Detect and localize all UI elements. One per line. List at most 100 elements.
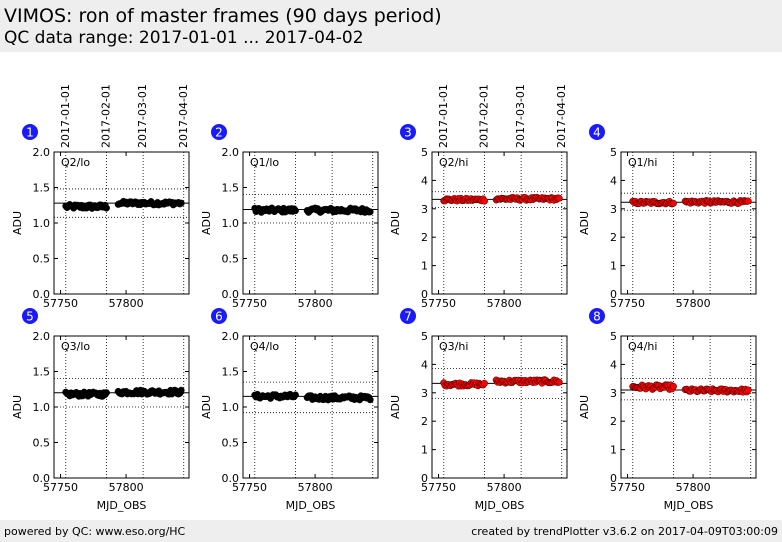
- panel-number: 1: [26, 126, 34, 140]
- chart-panel-7: 0 1 2 3 4 5 57750 57800 ADU MJD_OBS Q3/hi 7: [389, 308, 568, 512]
- y-axis-label: ADU: [389, 395, 402, 419]
- panel-number-badge: [589, 124, 605, 140]
- y-tick-label: 0: [610, 288, 617, 301]
- data-point: [366, 396, 374, 404]
- y-tick-label: 2: [421, 415, 428, 428]
- x-axis-label: MJD_OBS: [286, 499, 336, 512]
- y-tick-label: 4: [610, 358, 617, 371]
- footer-bar: powered by QC: www.eso.org/HC created by…: [0, 520, 782, 542]
- panel-label: Q3/hi: [439, 340, 468, 353]
- y-axis-label: ADU: [11, 211, 24, 235]
- data-point: [480, 197, 488, 205]
- y-tick-label: 2.0: [222, 330, 240, 343]
- y-tick-label: 1: [610, 260, 617, 273]
- x-axis-label: MJD_OBS: [664, 499, 714, 512]
- y-tick-label: 0: [421, 288, 428, 301]
- data-point: [366, 208, 374, 216]
- y-tick-label: 1.5: [222, 366, 240, 379]
- x-tick-label: 57750: [610, 297, 645, 310]
- x-axis-label: MJD_OBS: [475, 499, 525, 512]
- panel-number: 4: [593, 126, 601, 140]
- date-tick-label: 2017-03-01: [136, 84, 149, 148]
- date-tick-label: 2017-02-01: [477, 84, 490, 148]
- y-axis-label: ADU: [578, 211, 591, 235]
- panel-number-badge: [211, 124, 227, 140]
- data-point: [177, 199, 185, 207]
- data-point: [480, 379, 488, 387]
- date-tick-label: 2017-04-01: [177, 84, 190, 148]
- plot-grid: 0.0 0.5 1.0 1.5 2.0 57750 57800 ADU Q2/lo 1 2017-0…: [11, 84, 757, 512]
- x-tick-label: 57750: [610, 481, 645, 494]
- panel-label: Q4/lo: [250, 340, 279, 353]
- chart-panel-1: 0.0 0.5 1.0 1.5 2.0 57750 57800 ADU Q2/lo 1 2017-0…: [11, 84, 190, 310]
- x-tick-label: 57750: [232, 481, 267, 494]
- y-tick-label: 1.0: [33, 401, 51, 414]
- date-tick-label: 2017-02-01: [99, 84, 112, 148]
- y-tick-label: 0: [421, 472, 428, 485]
- y-tick-label: 1.5: [33, 366, 51, 379]
- y-tick-label: 5: [610, 146, 617, 159]
- panel-label: Q2/hi: [439, 156, 468, 169]
- x-tick-label: 57800: [298, 297, 333, 310]
- x-tick-label: 57750: [421, 297, 456, 310]
- y-tick-label: 2: [610, 415, 617, 428]
- y-tick-label: 4: [610, 174, 617, 187]
- y-tick-label: 0.5: [33, 253, 51, 266]
- panel-number: 5: [26, 310, 34, 324]
- x-axis-label: MJD_OBS: [97, 499, 147, 512]
- chart-panel-8: 0 1 2 3 4 5 57750 57800 ADU MJD_OBS Q4/hi 8: [578, 308, 757, 512]
- y-tick-label: 0.0: [33, 472, 51, 485]
- y-tick-label: 4: [421, 358, 428, 371]
- chart-panel-3: 0 1 2 3 4 5 57750 57800 ADU Q2/hi 3 2017-01-01 2017-…: [389, 84, 568, 310]
- y-tick-label: 5: [610, 330, 617, 343]
- panel-label: Q1/hi: [628, 156, 657, 169]
- y-tick-label: 1.5: [33, 182, 51, 195]
- x-tick-label: 57750: [421, 481, 456, 494]
- data-point: [102, 204, 110, 212]
- x-tick-label: 57800: [487, 297, 522, 310]
- panel-number-badge: [400, 308, 416, 324]
- data-point: [669, 382, 677, 390]
- y-tick-label: 3: [421, 203, 428, 216]
- panel-number-badge: [211, 308, 227, 324]
- panel-number-badge: [22, 124, 38, 140]
- chart-panel-2: 0.0 0.5 1.0 1.5 2.0 57750 57800 ADU Q1/lo 2: [200, 124, 379, 310]
- data-point: [555, 194, 563, 202]
- x-tick-label: 57750: [43, 297, 78, 310]
- y-tick-label: 2: [421, 231, 428, 244]
- y-tick-label: 3: [421, 387, 428, 400]
- y-tick-label: 0.0: [222, 288, 240, 301]
- date-tick-label: 2017-04-01: [555, 84, 568, 148]
- plot-frame: [53, 151, 190, 295]
- y-axis-label: ADU: [389, 211, 402, 235]
- panel-label: Q2/lo: [61, 156, 90, 169]
- chart-panel-5: 0.0 0.5 1.0 1.5 2.0 57750 57800 ADU MJD_OBS Q3/lo…: [11, 308, 190, 512]
- data-point: [555, 378, 563, 386]
- panel-label: Q3/lo: [61, 340, 90, 353]
- panel-number: 6: [215, 310, 223, 324]
- y-tick-label: 1.5: [222, 182, 240, 195]
- y-tick-label: 1: [421, 260, 428, 273]
- page-title: VIMOS: ron of master frames (90 days per…: [4, 5, 442, 27]
- data-point: [669, 199, 677, 207]
- y-tick-label: 0.0: [222, 472, 240, 485]
- y-tick-label: 0.5: [222, 253, 240, 266]
- plot-frame: [242, 335, 379, 479]
- panel-number: 3: [404, 126, 412, 140]
- y-tick-label: 1.0: [222, 401, 240, 414]
- x-tick-label: 57800: [487, 481, 522, 494]
- header-bar: VIMOS: ron of master frames (90 days per…: [0, 0, 782, 52]
- y-tick-label: 2.0: [33, 330, 51, 343]
- y-tick-label: 1.0: [222, 217, 240, 230]
- panel-number-badge: [400, 124, 416, 140]
- y-tick-label: 5: [421, 146, 428, 159]
- x-tick-label: 57750: [43, 481, 78, 494]
- footer-credit[interactable]: powered by QC: www.eso.org/HC: [4, 525, 186, 538]
- y-tick-label: 1: [610, 444, 617, 457]
- y-tick-label: 0.0: [33, 288, 51, 301]
- y-tick-label: 5: [421, 330, 428, 343]
- y-tick-label: 4: [421, 174, 428, 187]
- y-tick-label: 1.0: [33, 217, 51, 230]
- data-point: [744, 386, 752, 394]
